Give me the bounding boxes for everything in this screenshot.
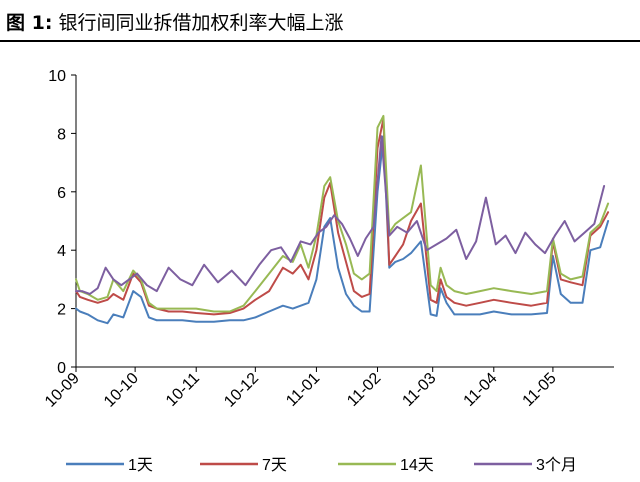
series-line-4 <box>75 135 606 295</box>
x-tick-label: 10-12 <box>221 370 262 411</box>
title-underline <box>0 40 640 42</box>
y-tick-label: 10 <box>48 68 66 85</box>
legend-item: 3个月 <box>474 456 577 474</box>
x-tick-label: 11-03 <box>399 370 439 410</box>
x-tick-label: 10-10 <box>101 370 142 411</box>
legend-label: 3个月 <box>536 456 577 474</box>
legend-label: 7天 <box>262 457 287 474</box>
chart-title: 银行间同业拆借加权利率大幅上涨 <box>58 11 344 34</box>
y-tick-label: 2 <box>57 302 66 319</box>
y-tick-label: 8 <box>57 126 66 143</box>
x-tick-label: 11-01 <box>283 370 323 410</box>
x-tick-label: 11-04 <box>460 370 500 410</box>
legend: 1天 7天 14天 3个月 <box>66 456 577 474</box>
legend-label: 1天 <box>128 457 153 474</box>
series-line-3 <box>75 114 610 313</box>
x-tick-label: 11-02 <box>344 370 384 410</box>
y-tick-label: 6 <box>57 185 66 202</box>
series-lines <box>75 114 610 325</box>
y-tick-label: 4 <box>57 243 66 260</box>
x-tick-label: 11-05 <box>520 370 560 410</box>
figure-label: 图 1: <box>6 11 53 34</box>
legend-item: 7天 <box>200 457 287 474</box>
legend-item: 1天 <box>66 457 153 474</box>
legend-item: 14天 <box>338 457 434 474</box>
x-tick-label: 10-11 <box>163 370 203 410</box>
series-line-1 <box>75 135 610 325</box>
figure-title-row: 图 1: 银行间同业拆借加权利率大幅上涨 <box>6 4 343 38</box>
series-line-2 <box>75 117 610 316</box>
y-tick-label: 0 <box>57 360 66 377</box>
legend-label: 14天 <box>400 457 434 474</box>
